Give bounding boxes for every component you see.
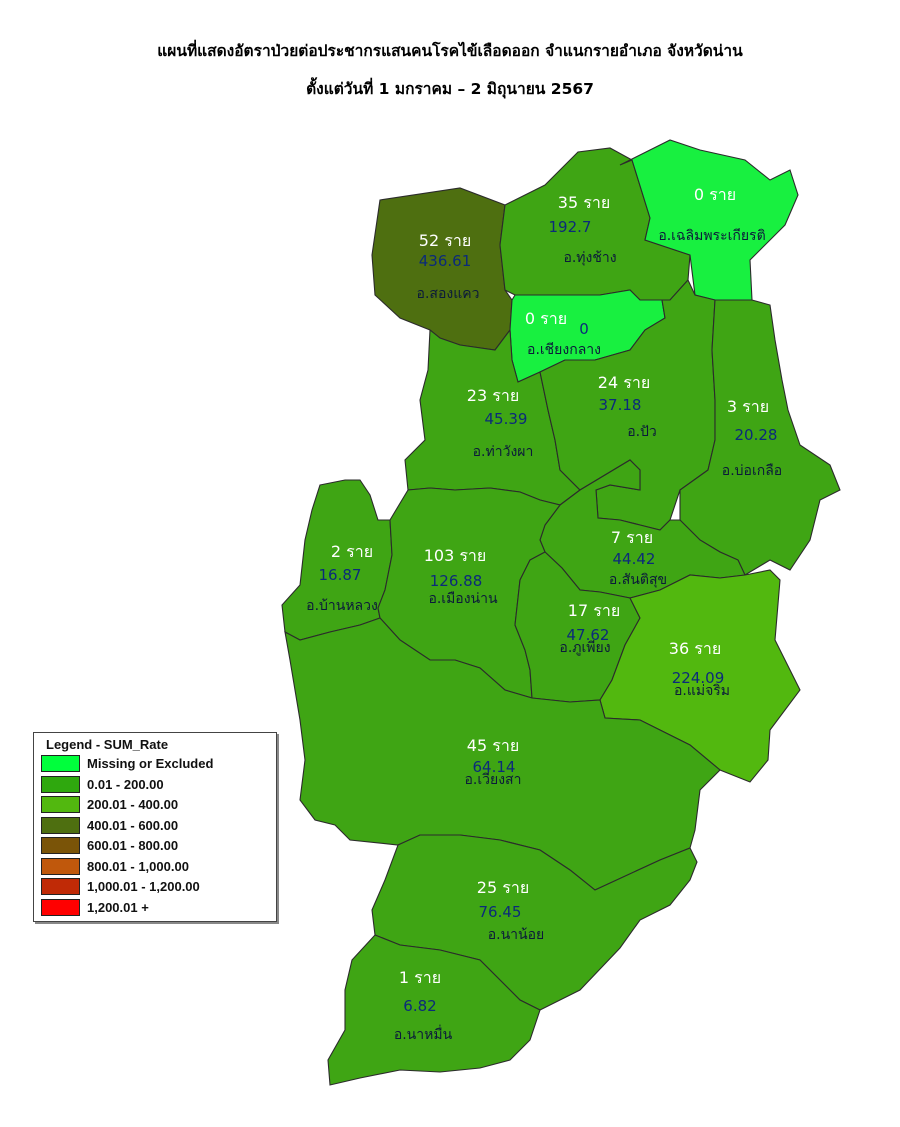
district-maecharim[interactable] <box>599 569 801 783</box>
district-rate-nameun: 6.82 <box>403 997 436 1015</box>
district-wiangsa[interactable] <box>284 617 721 891</box>
district-cases-banluang: 2 ราย <box>331 542 373 561</box>
district-rate-mueangnan: 126.88 <box>430 572 483 590</box>
legend-label: Missing or Excluded <box>87 756 214 771</box>
legend-item: 800.01 - 1,000.00 <box>41 857 189 875</box>
district-name-songkhwae: อ.สองแคว <box>417 286 480 302</box>
legend-item: 400.01 - 600.00 <box>41 816 179 834</box>
district-name-pua: อ.ปัว <box>627 424 657 440</box>
district-name-phukhiang: อ.ภูเพียง <box>559 640 610 656</box>
district-rate-phukhiang: 47.62 <box>567 626 610 644</box>
district-rate-maecharim: 224.09 <box>672 669 725 687</box>
district-cases-chaloemphrakiat: 0 ราย <box>694 185 736 204</box>
legend-swatch <box>41 898 80 916</box>
legend-title: Legend - SUM_Rate <box>46 737 169 752</box>
district-nameun[interactable] <box>327 934 541 1086</box>
district-name-mueangnan: อ.เมืองน่าน <box>428 591 498 607</box>
legend-swatch <box>41 857 80 875</box>
map-legend: Legend - SUM_Rate Missing or Excluded 0.0… <box>33 732 277 922</box>
district-name-maecharim: อ.แม่จริม <box>674 683 730 699</box>
legend-swatch <box>41 755 80 772</box>
legend-item: 0.01 - 200.00 <box>41 775 164 793</box>
map-subtitle: ตั้งแต่วันที่ 1 มกราคม – 2 มิถุนายน 2567 <box>306 80 594 98</box>
district-cases-pua: 24 ราย <box>598 373 650 392</box>
legend-label: 1,200.01 + <box>87 899 149 915</box>
district-cases-wiangsa: 45 ราย <box>467 736 519 755</box>
legend-label: 600.01 - 800.00 <box>87 838 179 853</box>
district-name-wiangsa: อ.เวียงสา <box>465 772 522 788</box>
district-chaloemphrakiat[interactable] <box>619 139 799 301</box>
district-cases-santisuk: 7 ราย <box>611 528 653 547</box>
legend-label: 800.01 - 1,000.00 <box>87 858 189 874</box>
legend-swatch <box>41 878 80 895</box>
legend-swatch <box>41 796 80 813</box>
district-cases-phukhiang: 17 ราย <box>568 601 620 620</box>
legend-label: 200.01 - 400.00 <box>87 797 179 812</box>
district-name-santisuk: อ.สันติสุข <box>609 572 667 588</box>
district-rate-banluang: 16.87 <box>319 566 362 584</box>
district-name-nameun: อ.นาหมื่น <box>394 1025 453 1043</box>
legend-item: 200.01 - 400.00 <box>41 796 178 813</box>
district-rate-pua: 37.18 <box>599 396 642 414</box>
district-name-chiangklang: อ.เชียงกลาง <box>527 342 601 358</box>
legend-label: 0.01 - 200.00 <box>87 776 164 792</box>
district-cases-nanoi: 25 ราย <box>477 878 529 897</box>
legend-item: 1,000.01 - 1,200.00 <box>41 878 200 895</box>
district-rate-santisuk: 44.42 <box>613 550 656 568</box>
district-rate-nanoi: 76.45 <box>479 903 522 921</box>
district-cases-thungchang: 35 ราย <box>558 193 610 212</box>
legend-label: 1,000.01 - 1,200.00 <box>87 879 200 894</box>
district-name-chaloemphrakiat: อ.เฉลิมพระเกียรติ <box>658 228 765 244</box>
district-cases-mueangnan: 103 ราย <box>424 546 487 565</box>
district-cases-bokluea: 3 ราย <box>727 397 769 416</box>
map-title: แผนที่แสดงอัตราป่วยต่อประชากรแสนคนโรคไข้… <box>157 42 743 60</box>
legend-swatch <box>41 775 80 793</box>
district-cases-nameun: 1 ราย <box>399 968 441 987</box>
district-cases-songkhwae: 52 ราย <box>419 231 471 250</box>
legend-label: 400.01 - 600.00 <box>87 817 179 833</box>
legend-item: 600.01 - 800.00 <box>41 837 178 854</box>
legend-swatch <box>41 816 80 834</box>
legend-item: Missing or Excluded <box>41 755 213 772</box>
district-name-nanoi: อ.นาน้อย <box>488 927 544 943</box>
district-name-thungchang: อ.ทุ่งช้าง <box>563 250 616 266</box>
district-bokluea[interactable] <box>679 299 841 576</box>
district-name-thawangpha: อ.ท่าวังผา <box>473 444 534 460</box>
district-rate-songkhwae: 436.61 <box>419 252 472 270</box>
district-rate-chiangklang: 0 <box>579 320 589 338</box>
district-name-banluang: อ.บ้านหลวง <box>306 598 378 614</box>
district-cases-chiangklang: 0 ราย <box>525 309 567 328</box>
district-rate-thawangpha: 45.39 <box>485 410 528 428</box>
district-name-bokluea: อ.บ่อเกลือ <box>722 463 782 479</box>
district-rate-thungchang: 192.7 <box>549 218 592 236</box>
district-cases-thawangpha: 23 ราย <box>467 386 519 405</box>
legend-swatch <box>41 837 80 854</box>
district-rate-wiangsa: 64.14 <box>473 758 516 776</box>
legend-item: 1,200.01 + <box>41 898 149 916</box>
district-cases-maecharim: 36 ราย <box>669 639 721 658</box>
district-rate-bokluea: 20.28 <box>735 426 778 444</box>
